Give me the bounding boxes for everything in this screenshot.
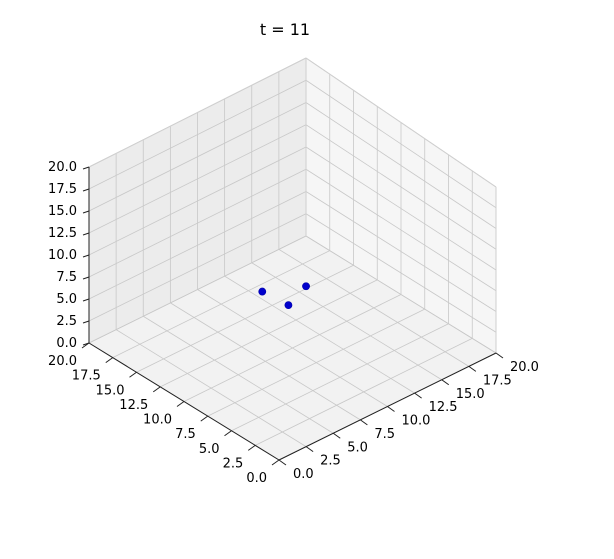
data-points <box>258 282 310 310</box>
x-tick-mark <box>387 406 395 412</box>
chart-title: t = 11 <box>260 20 310 39</box>
z-tick-label: 5.0 <box>56 292 77 307</box>
x-tick-label: 10.0 <box>402 414 431 429</box>
z-tick-label: 15.0 <box>48 204 77 219</box>
data-point <box>284 301 293 310</box>
z-tick-mark <box>82 254 90 258</box>
z-tick-mark <box>82 188 90 192</box>
grid-line-floor-y <box>143 315 334 434</box>
y-tick-mark <box>105 357 114 364</box>
x-tick-mark <box>495 352 504 359</box>
pane-edge <box>88 57 307 168</box>
z-tick-mark <box>82 210 90 214</box>
x-tick-mark <box>332 432 341 439</box>
y-tick-mark <box>176 401 185 407</box>
grid-line-floor-x <box>231 323 449 432</box>
tick-marks <box>81 166 504 466</box>
z-tick-mark <box>82 342 90 346</box>
grid-line-wall-xz <box>305 102 497 229</box>
grid-line-wall-xz <box>305 146 497 271</box>
x-tick-mark <box>441 379 450 386</box>
y-tick-mark <box>200 415 209 422</box>
x-tick-label: 0.0 <box>293 467 314 482</box>
z-tick-mark <box>82 166 90 170</box>
x-tick-label: 5.0 <box>347 440 368 455</box>
z-tick-mark <box>82 232 90 236</box>
z-tick-label: 2.5 <box>56 314 77 329</box>
y-tick-label: 7.5 <box>175 427 196 442</box>
grid-line-floor-y <box>115 329 307 447</box>
grid-line-floor-x <box>207 308 425 417</box>
y-tick-label: 0.0 <box>246 471 267 486</box>
grid-lines <box>88 57 497 461</box>
data-point <box>258 287 267 296</box>
x-tick-label: 17.5 <box>483 373 512 388</box>
grid-line-floor-y <box>197 289 388 407</box>
x-tick-label: 2.5 <box>320 454 341 469</box>
z-tick-label: 7.5 <box>56 270 77 285</box>
tick-labels: 0.02.55.07.510.012.515.017.520.00.02.55.… <box>48 160 539 486</box>
grid-line-wall-xz <box>305 79 497 209</box>
grid-line-floor-y <box>170 302 361 421</box>
y-tick-mark <box>129 371 137 378</box>
z-tick-label: 20.0 <box>48 160 77 175</box>
y-tick-mark <box>224 430 232 437</box>
z-tick-label: 12.5 <box>48 226 77 241</box>
grid-line-wall-yz <box>88 146 307 256</box>
y-tick-label: 5.0 <box>199 442 220 457</box>
z-tick-label: 10.0 <box>48 248 77 263</box>
z-tick-label: 17.5 <box>48 182 77 197</box>
y-tick-mark <box>152 386 161 393</box>
z-tick-label: 0.0 <box>56 336 77 351</box>
pane-edge <box>305 57 497 188</box>
grid-line-floor-x <box>255 338 473 446</box>
grid-line-wall-xz <box>305 124 497 250</box>
x-tick-mark <box>305 446 314 453</box>
y-tick-label: 10.0 <box>143 413 172 428</box>
grid-line-wall-yz <box>88 124 307 234</box>
x-tick-label: 12.5 <box>429 400 458 415</box>
y-tick-label: 12.5 <box>119 398 148 413</box>
x-tick-label: 7.5 <box>374 427 395 442</box>
grid-line-wall-yz <box>88 79 307 190</box>
z-tick-mark <box>82 276 90 280</box>
x-tick-mark <box>468 365 477 372</box>
x-tick-mark <box>414 392 422 399</box>
z-tick-mark <box>82 298 90 302</box>
y-tick-mark <box>247 444 256 451</box>
y-tick-mark <box>271 459 280 466</box>
y-tick-label: 2.5 <box>223 456 244 471</box>
y-tick-label: 20.0 <box>48 354 77 369</box>
x-tick-mark <box>278 459 287 466</box>
y-tick-label: 15.0 <box>96 383 125 398</box>
x-tick-label: 15.0 <box>456 387 485 402</box>
y-tick-label: 17.5 <box>72 369 101 384</box>
x-tick-mark <box>360 419 368 426</box>
x-tick-label: 20.0 <box>510 360 539 375</box>
z-tick-mark <box>82 320 90 324</box>
data-point <box>302 282 310 291</box>
grid-line-wall-yz <box>88 102 307 212</box>
